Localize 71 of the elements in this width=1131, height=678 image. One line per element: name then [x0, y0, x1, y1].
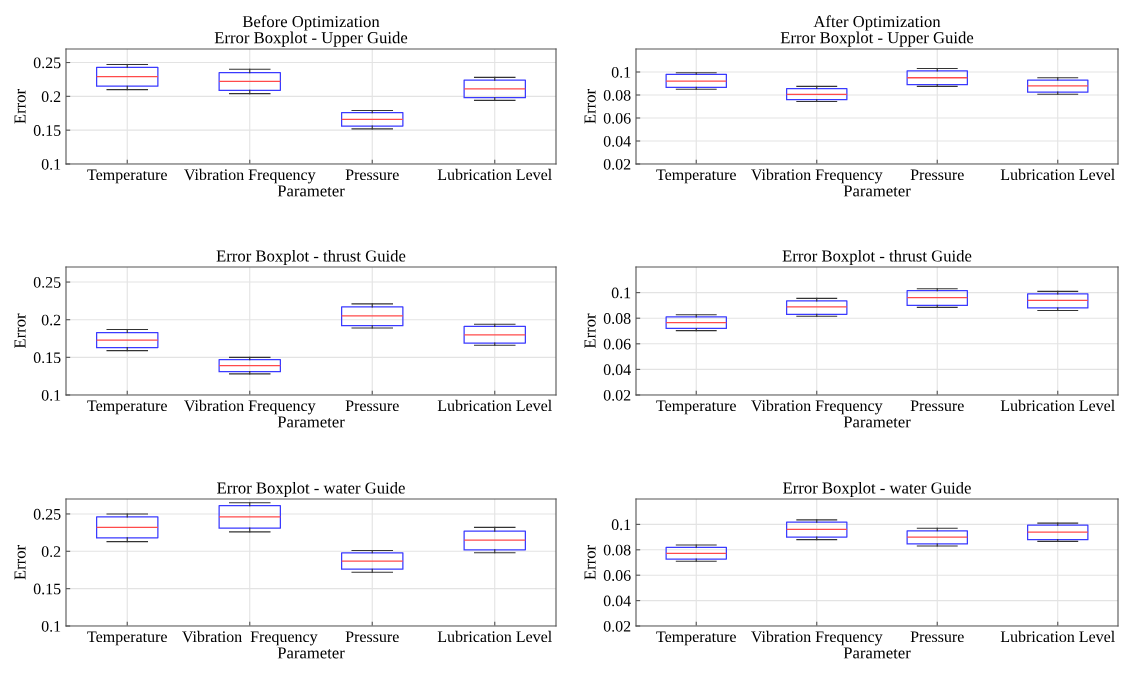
chart-subtitle: Error Boxplot - Upper Guide: [214, 31, 408, 47]
y-tick-label: 0.1: [611, 66, 631, 78]
y-axis-title: Error: [584, 545, 596, 580]
x-tick-label: Temperature: [656, 631, 736, 646]
y-axis-title: Error: [14, 313, 26, 349]
chart-title: Error Boxplot - thrust Guide: [782, 249, 972, 265]
chart-title: Error Boxplot - water Guide: [783, 481, 971, 497]
y-tick-label: 0.2: [41, 91, 61, 103]
y-tick-label: 0.06: [603, 570, 631, 581]
y-tick-label: 0.2: [41, 314, 61, 326]
y-axis-title: Error: [584, 89, 596, 124]
y-tick-label: 0.1: [41, 158, 61, 170]
x-axis-title: Parameter: [843, 416, 911, 428]
y-tick-label: 0.15: [33, 583, 61, 595]
chart-title: Error Boxplot - water Guide: [217, 481, 405, 497]
y-tick-label: 0.06: [603, 338, 631, 350]
y-axis-title: Error: [584, 313, 596, 349]
x-tick-label: Vibration Frequency: [751, 630, 883, 646]
y-tick-label: 0.08: [603, 89, 631, 101]
x-tick-label: Temperature: [87, 631, 167, 646]
x-tick-label: Vibration Frequency: [751, 399, 883, 415]
y-tick-label: 0.02: [603, 158, 631, 170]
x-axis-title: Parameter: [277, 416, 345, 428]
x-tick-label: Lubrication Level: [437, 399, 552, 412]
y-tick-label: 0.02: [603, 620, 631, 632]
y-tick-label: 0.08: [603, 544, 631, 556]
x-tick-label: Pressure: [910, 631, 964, 643]
x-tick-label: Pressure: [910, 169, 964, 181]
chart-title: Before Optimization: [242, 15, 380, 31]
x-tick-label: Lubrication Level: [1000, 168, 1115, 181]
x-tick-label: Pressure: [345, 169, 399, 181]
x-tick-label: Pressure: [345, 400, 399, 412]
chart-subtitle: Error Boxplot - Upper Guide: [780, 31, 974, 47]
y-tick-label: 0.1: [611, 519, 631, 531]
y-tick-label: 0.2: [41, 546, 61, 558]
x-axis-title: Parameter: [843, 647, 911, 659]
y-tick-label: 0.15: [33, 352, 61, 364]
x-tick-label: Vibration Frequency: [751, 168, 883, 184]
y-tick-label: 0.25: [33, 57, 61, 69]
x-tick-label: Temperature: [656, 400, 736, 415]
y-tick-label: 0.06: [603, 112, 631, 124]
x-tick-label: Vibration Frequency: [184, 399, 316, 415]
y-tick-label: 0.25: [33, 508, 61, 520]
x-tick-label: Vibration Frequency: [184, 168, 316, 184]
x-tick-label: Lubrication Level: [437, 630, 552, 643]
y-tick-label: 0.1: [611, 287, 631, 299]
x-tick-label: Temperature: [87, 169, 167, 184]
y-tick-label: 0.15: [33, 125, 61, 136]
x-tick-label: Pressure: [910, 400, 964, 412]
y-tick-label: 0.1: [41, 389, 61, 401]
x-tick-label: Temperature: [656, 169, 736, 184]
y-tick-label: 0.1: [41, 620, 61, 632]
y-tick-label: 0.04: [603, 135, 631, 147]
x-axis-title: Parameter: [277, 185, 345, 197]
x-tick-label: Lubrication Level: [437, 168, 552, 181]
x-tick-label: Lubrication Level: [1000, 399, 1115, 412]
y-tick-label: 0.08: [603, 313, 631, 324]
x-tick-label: Pressure: [345, 631, 399, 643]
x-tick-label: Temperature: [87, 400, 167, 415]
y-axis-title: Error: [14, 545, 26, 580]
chart-title: Error Boxplot - thrust Guide: [216, 249, 406, 265]
y-tick-label: 0.25: [33, 276, 61, 288]
chart-title: After Optimization: [813, 15, 941, 31]
x-tick-label: Vibration Frequency: [182, 630, 318, 646]
x-tick-label: Lubrication Level: [1000, 630, 1115, 643]
x-axis-title: Parameter: [843, 185, 911, 197]
y-tick-label: 0.04: [603, 595, 631, 607]
y-tick-label: 0.02: [603, 389, 631, 401]
y-axis-title: Error: [14, 89, 26, 124]
y-tick-label: 0.04: [603, 364, 631, 376]
x-axis-title: Parameter: [277, 647, 345, 659]
